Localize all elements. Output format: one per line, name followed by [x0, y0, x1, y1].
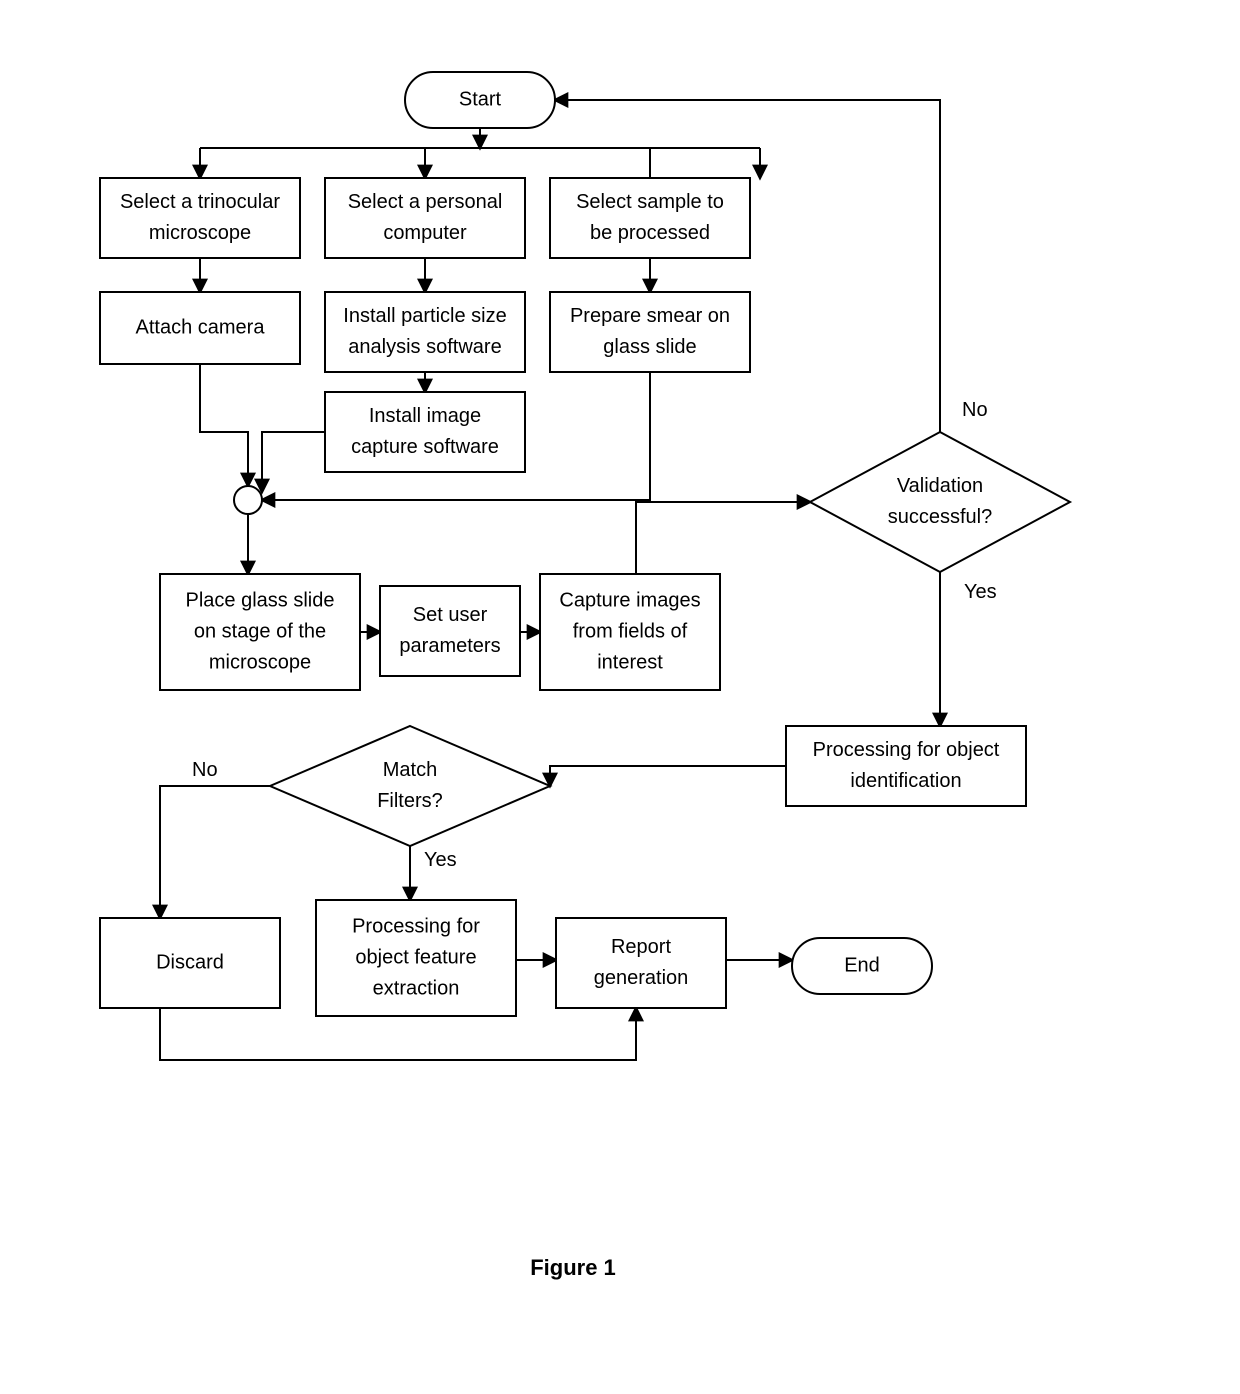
node-discard: Discard — [100, 918, 280, 1008]
node-text: analysis software — [348, 336, 501, 358]
node-text: Select sample to — [576, 191, 724, 213]
node-capture: Capture images from fields of interest — [540, 574, 720, 690]
edge — [555, 100, 940, 432]
node-text: successful? — [888, 506, 993, 528]
node-text: Filters? — [377, 790, 443, 812]
node-install-psa: Install particle size analysis software — [325, 292, 525, 372]
node-text: be processed — [590, 222, 710, 244]
node-match-filters: Match Filters? — [270, 726, 550, 846]
node-text: Discard — [156, 951, 224, 973]
node-feat-extract: Processing for object feature extraction — [316, 900, 516, 1016]
node-text: Report — [611, 936, 671, 958]
node-text: Install particle size — [343, 305, 506, 327]
flowchart-canvas: No Yes No Yes Start Select a trinocular micro… — [0, 0, 1240, 1394]
node-text: Attach camera — [136, 316, 266, 338]
node-text: generation — [594, 967, 689, 989]
edge-label: Yes — [964, 581, 997, 603]
node-text: parameters — [399, 635, 500, 657]
node-text: Validation — [897, 475, 983, 497]
node-place-slide: Place glass slide on stage of the microsco… — [160, 574, 360, 690]
node-text: Select a trinocular — [120, 191, 280, 213]
edge — [262, 432, 325, 492]
node-text: Processing for object — [813, 739, 1000, 761]
node-text: Processing for — [352, 915, 480, 937]
edge — [200, 364, 248, 486]
node-text: identification — [850, 770, 961, 792]
edge-label: No — [962, 399, 988, 421]
edge — [160, 786, 270, 918]
nodes-layer: StartSelect a trinocularmicroscopeSelect… — [100, 72, 1070, 1016]
node-text: Match — [383, 759, 437, 781]
node-text: microscope — [149, 222, 251, 244]
node-attach-cam: Attach camera — [100, 292, 300, 364]
node-text: capture software — [351, 436, 499, 458]
node-text: glass slide — [603, 336, 696, 358]
node-text: extraction — [373, 977, 460, 999]
figure-caption: Figure 1 — [530, 1255, 616, 1280]
edge-label: No — [192, 759, 218, 781]
edge — [636, 502, 810, 574]
node-end: End — [792, 938, 932, 994]
node-validation: Validation successful? — [810, 432, 1070, 572]
node-text: Select a personal — [348, 191, 503, 213]
node-text: microscope — [209, 651, 311, 673]
node-text: interest — [597, 651, 663, 673]
node-text: Start — [459, 88, 502, 110]
node-prep-smear: Prepare smear on glass slide — [550, 292, 750, 372]
node-text: object feature — [355, 946, 476, 968]
node-text: Capture images — [559, 589, 700, 611]
node-text: from fields of — [573, 620, 688, 642]
node-text: Place glass slide — [186, 589, 335, 611]
node-junction — [234, 486, 262, 514]
node-set-params: Set user parameters — [380, 586, 520, 676]
node-sel-pc: Select a personal computer — [325, 178, 525, 258]
node-obj-id: Processing for object identification — [786, 726, 1026, 806]
node-text: computer — [383, 222, 467, 244]
node-install-img: Install image capture software — [325, 392, 525, 472]
node-sel-sample: Select sample to be processed — [550, 178, 750, 258]
node-text: on stage of the — [194, 620, 326, 642]
node-text: Install image — [369, 405, 481, 427]
node-text: Prepare smear on — [570, 305, 730, 327]
edge-label: Yes — [424, 849, 457, 871]
node-report: Report generation — [556, 918, 726, 1008]
edge — [550, 766, 786, 786]
node-text: Set user — [413, 604, 488, 626]
node-sel-trinoc: Select a trinocular microscope — [100, 178, 300, 258]
node-text: End — [844, 954, 880, 976]
node-start: Start — [405, 72, 555, 128]
